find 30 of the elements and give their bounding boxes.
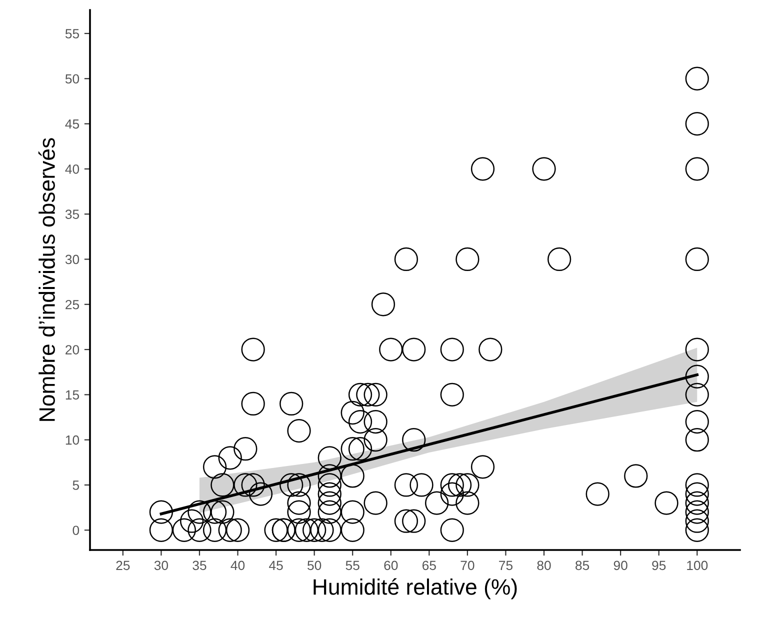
y-tick-label: 15 <box>66 390 80 400</box>
x-tick-label: 50 <box>308 560 322 570</box>
x-tick-label: 65 <box>422 560 436 570</box>
y-tick-label: 10 <box>66 435 80 445</box>
x-tick-label: 25 <box>116 560 130 570</box>
x-tick-label: 35 <box>192 560 206 570</box>
x-tick-label: 75 <box>499 560 513 570</box>
y-tick-label: 5 <box>72 480 80 490</box>
x-tick-label: 40 <box>230 560 245 570</box>
y-axis-title: Nombre d’individus observés <box>38 138 55 421</box>
x-tick-label: 90 <box>614 560 628 570</box>
x-tick-label: 60 <box>384 560 398 570</box>
y-tick-label: 35 <box>65 210 80 219</box>
x-tick-label: 45 <box>269 560 283 570</box>
x-tick-label: 80 <box>537 560 551 570</box>
y-tick-label: 0 <box>72 526 80 536</box>
y-tick-label: 30 <box>65 254 80 264</box>
y-tick-label: 55 <box>65 29 80 38</box>
x-tick-label: 55 <box>346 560 360 570</box>
x-tick-label: 100 <box>687 560 708 570</box>
x-tick-label: 95 <box>652 560 666 570</box>
y-tick-label: 25 <box>66 300 80 310</box>
y-tick-label: 20 <box>66 345 80 354</box>
x-tick-label: 30 <box>154 560 168 570</box>
y-tick-label: 50 <box>65 74 80 84</box>
x-tick-label: 70 <box>460 560 474 570</box>
x-tick-label: 85 <box>576 560 590 570</box>
y-tick-label: 45 <box>65 119 80 129</box>
x-axis-title: Humidité relative (%) <box>314 578 517 600</box>
y-tick-label: 40 <box>65 164 80 174</box>
